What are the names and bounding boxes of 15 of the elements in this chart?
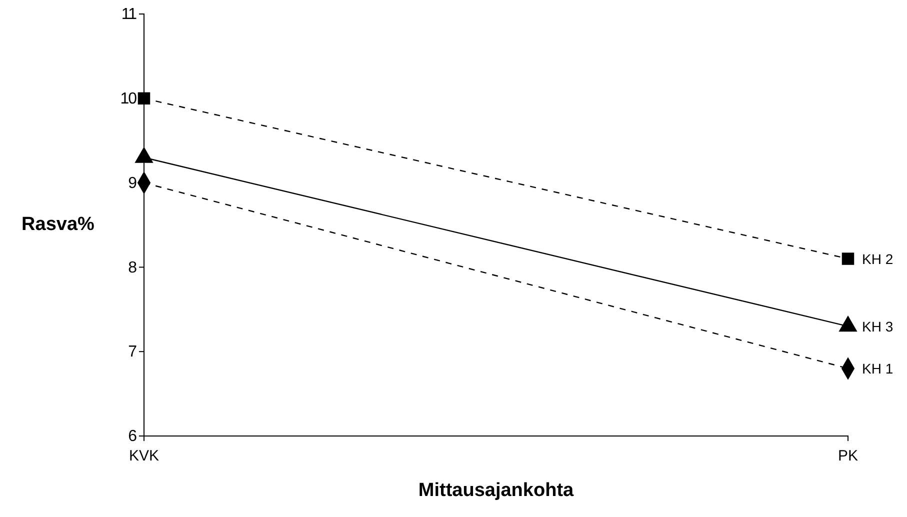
y-tick-label: 11	[121, 6, 138, 24]
y-tick-label: 10	[120, 90, 138, 108]
x-tick-label: PK	[838, 448, 858, 464]
series-label: KH 1	[862, 360, 894, 376]
point	[138, 92, 150, 105]
point	[842, 252, 854, 265]
y-tick-label: 6	[128, 428, 138, 446]
y-tick-label: 8	[128, 259, 138, 276]
y-tick-label: 7	[128, 344, 138, 361]
y-tick-label: 9	[128, 174, 138, 192]
x-axis-title: Mittausajankohta	[418, 480, 574, 501]
y-axis-title: Rasva%	[22, 214, 95, 235]
x-tick-label: KVK	[128, 448, 160, 464]
series-label: KH 3	[862, 318, 894, 334]
series-label: KH 2	[862, 250, 894, 267]
